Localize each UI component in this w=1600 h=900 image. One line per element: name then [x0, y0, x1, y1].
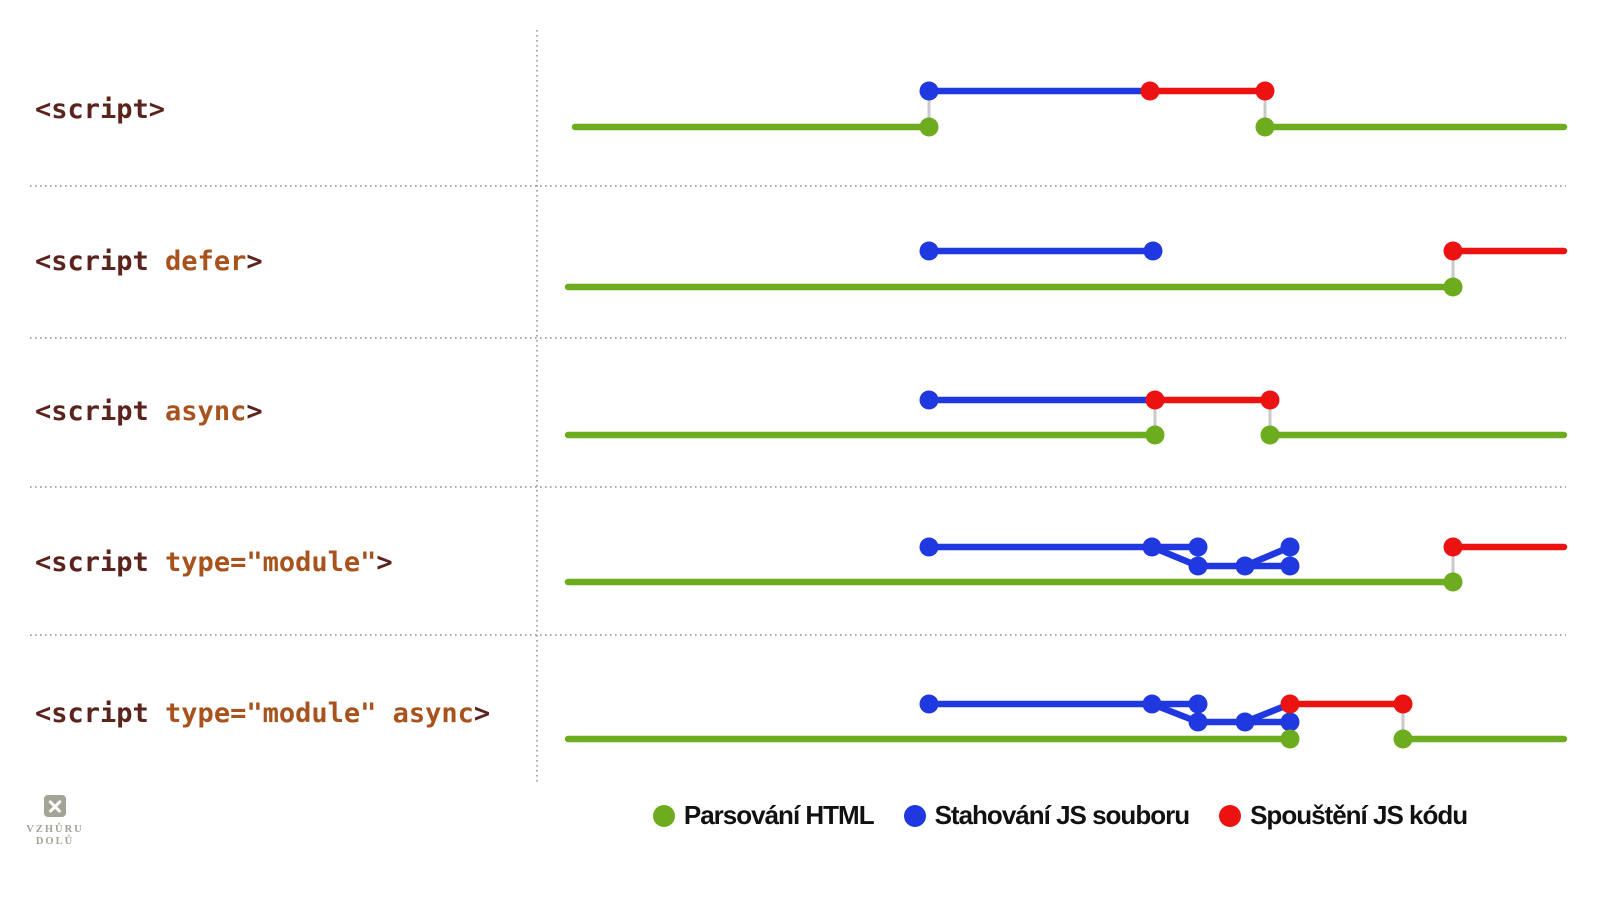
legend-item-parse: Parsování HTML — [652, 800, 875, 831]
attr-text: async — [165, 396, 247, 427]
timeline-download-dot — [1188, 694, 1208, 714]
timeline-download-dot — [1280, 712, 1300, 732]
timeline-parse-dot — [1393, 729, 1413, 749]
logo-text-line2: DOLŮ — [35, 836, 75, 847]
legend-item-download: Stahování JS souboru — [903, 800, 1190, 831]
legend-label: Spouštění JS kódu — [1250, 800, 1468, 830]
timeline-execute-dot — [1260, 390, 1280, 410]
timeline-execute-dot — [1393, 694, 1413, 714]
tag-text: <script — [35, 396, 166, 427]
timeline-download-dot — [919, 694, 939, 714]
legend-item-execute: Spouštění JS kódu — [1219, 800, 1468, 831]
tag-text: <script> — [35, 94, 166, 125]
tag-close-text: > — [376, 547, 393, 578]
hammer-pick-icon — [44, 795, 66, 817]
legend: Parsování HTML Stahování JS souboru Spou… — [520, 800, 1600, 831]
timeline-execute-dot — [1443, 537, 1463, 557]
timeline-execute-dot — [1255, 81, 1275, 101]
tag-close-text: > — [246, 396, 263, 427]
timeline-download-dot — [919, 241, 939, 261]
timeline-download-dot — [1188, 712, 1208, 732]
timeline-download-dot — [1143, 241, 1163, 261]
timeline-parse-dot — [1443, 277, 1463, 297]
timeline-download-dot — [1188, 556, 1208, 576]
tag-close-text: > — [473, 698, 491, 729]
timeline-parse-dot — [1145, 425, 1165, 445]
attr-text: defer — [165, 246, 247, 277]
timeline-execute-dot — [1140, 81, 1160, 101]
timeline-download-dot — [1142, 537, 1162, 557]
row-label-script-module-async: <script type="module" async> — [35, 692, 490, 736]
row-label-script: <script> — [35, 88, 165, 132]
timeline-download-dot — [1235, 556, 1255, 576]
timeline-download-dot — [919, 81, 939, 101]
timeline-parse-dot — [1280, 729, 1300, 749]
legend-label: Parsování HTML — [683, 800, 875, 830]
timeline-execute-dot — [1280, 694, 1300, 714]
tag-text: <script — [35, 698, 166, 729]
vzhuru-dolu-logo: VZHŮRU DOLŮ — [24, 795, 86, 848]
timeline-parse-dot — [919, 117, 939, 137]
attr-text: type="module" async — [165, 698, 474, 729]
timeline-download-dot — [1188, 537, 1208, 557]
timeline-execute-dot — [1145, 390, 1165, 410]
timeline-download-dot — [919, 390, 939, 410]
tag-text: <script — [35, 547, 166, 578]
tag-close-text: > — [246, 246, 263, 277]
timeline-execute-dot — [1443, 241, 1463, 261]
download-dot-icon — [903, 804, 926, 827]
logo-text-line1: VZHŮRU — [26, 824, 84, 835]
row-label-script-module: <script type="module"> — [35, 541, 393, 585]
row-label-script-defer: <script defer> — [35, 240, 263, 284]
timeline-download-dot — [1280, 556, 1300, 576]
timeline-parse-dot — [1255, 117, 1275, 137]
execute-dot-icon — [1219, 804, 1242, 827]
attr-text: type="module" — [165, 547, 377, 578]
timeline-download-dot — [1235, 712, 1255, 732]
legend-label: Stahování JS souboru — [934, 800, 1190, 830]
timeline-parse-dot — [1443, 572, 1463, 592]
parse-dot-icon — [652, 804, 675, 827]
timeline-download-dot — [919, 537, 939, 557]
timeline-parse-dot — [1260, 425, 1280, 445]
timeline-download-dot — [1142, 694, 1162, 714]
tag-text: <script — [35, 246, 166, 277]
timeline-download-dot — [1280, 537, 1300, 557]
row-label-script-async: <script async> — [35, 390, 263, 434]
